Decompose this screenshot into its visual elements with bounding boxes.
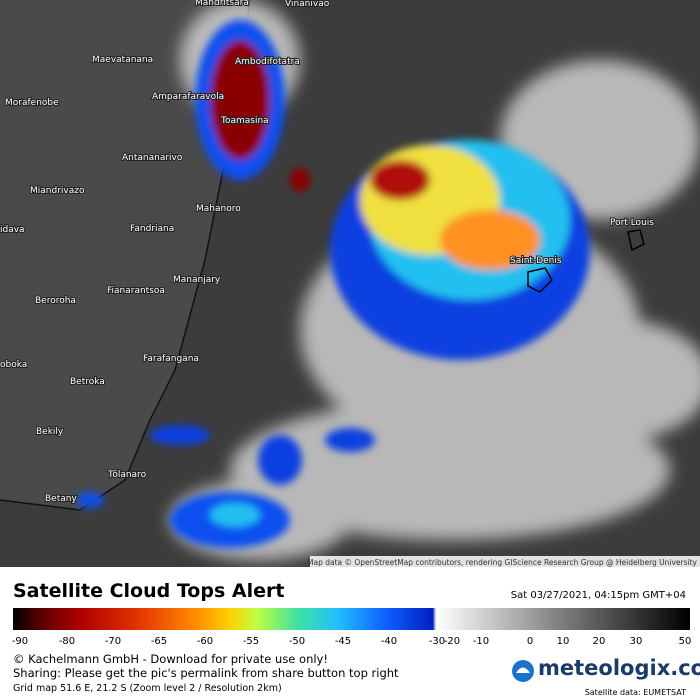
scale-label: -10	[472, 636, 490, 647]
place-label: Antananarivo	[122, 153, 183, 163]
place-label: Saint-Denis	[510, 256, 562, 266]
place-label: Mananjary	[173, 275, 221, 285]
sharing-note: Sharing: Please get the pic's permalink …	[13, 666, 399, 680]
scale-label: 0	[526, 636, 534, 647]
scale-label: 20	[592, 636, 606, 647]
scale-label: -20	[443, 636, 461, 647]
place-label: Vinanivao	[285, 0, 330, 9]
attribution: Map data © OpenStreetMap contributors, r…	[307, 558, 698, 567]
scale-label: -55	[242, 636, 260, 647]
timestamp: Sat 03/27/2021, 04:15pm GMT+04	[510, 590, 686, 601]
scale-label: -80	[58, 636, 76, 647]
place-label: Ambodifotatra	[235, 57, 300, 67]
place-label: Bekily	[36, 427, 64, 437]
place-label: Farafangana	[143, 354, 199, 364]
place-label: Amparafaravola	[152, 92, 224, 102]
scale-label: -90	[11, 636, 29, 647]
scale-label: -60	[196, 636, 214, 647]
scale-label: 50	[678, 636, 692, 647]
title: Satellite Cloud Tops Alert	[13, 580, 285, 602]
place-label: Morafenobe	[5, 98, 59, 108]
logo: meteologix.com	[538, 656, 700, 680]
scale-label: -30	[428, 636, 446, 647]
place-label: Toamasina	[220, 116, 269, 126]
place-label: Mandritsara	[195, 0, 249, 8]
scale-label: -70	[104, 636, 122, 647]
place-label: Fandriana	[130, 224, 174, 234]
color-scale	[13, 608, 690, 630]
scale-label: -65	[150, 636, 168, 647]
satellite-map: Mandritsara Vinanivao Maevatanana Ambodifot…	[0, 0, 700, 567]
copyright: © Kachelmann GmbH - Download for private…	[13, 652, 328, 666]
scale-label: -45	[334, 636, 352, 647]
place-label: idava	[0, 225, 25, 235]
place-label: Tôlanaro	[107, 469, 147, 480]
place-labels: Mandritsara Vinanivao Maevatanana Ambodifot…	[0, 0, 655, 505]
place-label: oboka	[0, 360, 27, 370]
scale-label: 30	[629, 636, 643, 647]
scale-label: -40	[380, 636, 398, 647]
place-label: Betany	[45, 494, 77, 504]
scale-label: -50	[288, 636, 306, 647]
place-label: Beroroha	[35, 296, 76, 306]
place-label: Mahanoro	[196, 204, 241, 214]
place-label: Miandrivazo	[30, 186, 85, 196]
place-label: Betroka	[70, 377, 105, 387]
logo-icon	[512, 660, 534, 682]
data-source: Satellite data: EUMETSAT	[584, 688, 686, 697]
scale-label: 10	[556, 636, 570, 647]
grid-info: Grid map 51.6 E, 21.2 S (Zoom level 2 / …	[13, 683, 282, 694]
place-label: Port Louis	[610, 218, 654, 228]
place-label: Fianarantsoa	[107, 286, 165, 296]
place-label: Maevatanana	[92, 55, 153, 65]
